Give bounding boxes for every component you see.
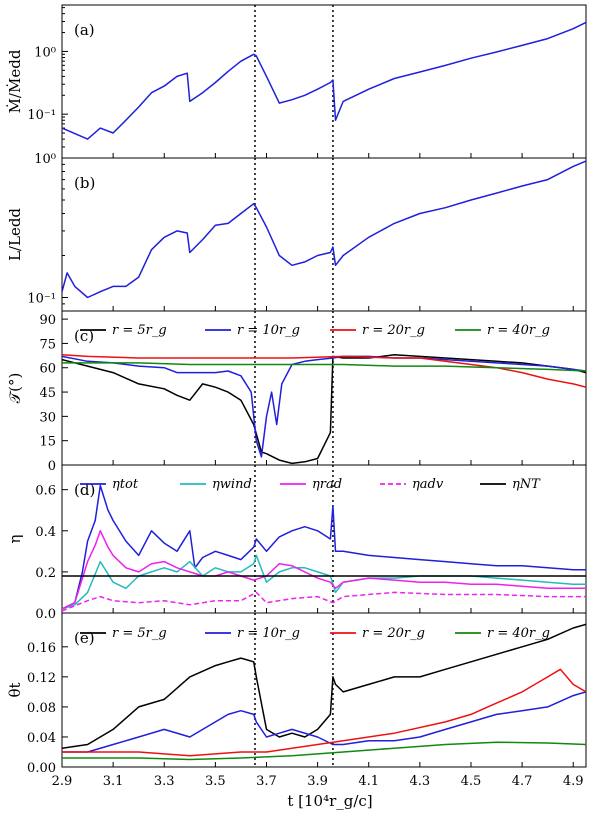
series-line-r-10r-g <box>62 355 586 458</box>
series-group <box>62 21 586 140</box>
y-axis-label: θt <box>6 682 24 697</box>
panel-b: 10⁻¹ 10⁰ (b) L/Ledd <box>6 152 587 312</box>
panel-frame <box>61 612 587 768</box>
y-tick-label: 0.6 <box>35 484 56 499</box>
legend-label: ηrad <box>312 477 342 492</box>
y-tick-label: 30 <box>39 410 56 425</box>
legend-label: r = 20r_g <box>362 626 425 641</box>
y-tick-label: 90 <box>39 313 56 328</box>
legend-label: r = 10r_g <box>237 626 300 641</box>
y-tick-label: 10⁻¹ <box>27 108 56 123</box>
series-line-r-20r-g <box>62 668 586 757</box>
series-line-0 <box>62 21 586 140</box>
y-tick-label: 0.08 <box>27 701 56 716</box>
y-tick-label: 0.16 <box>27 641 56 656</box>
x-tick-label: 4.3 <box>410 774 431 789</box>
series-group <box>62 623 586 761</box>
panel-frame <box>61 4 587 159</box>
y-tick-label: 0.2 <box>35 566 56 581</box>
y-tick-label: 10⁻¹ <box>27 291 56 306</box>
y-tick-label: 10⁰ <box>34 152 56 167</box>
x-tick-label: 3.5 <box>205 774 226 789</box>
legend-label: ηNT <box>512 477 541 492</box>
y-axis-label: 𝒯(°) <box>6 373 24 404</box>
x-tick-label: 2.9 <box>52 774 73 789</box>
x-tick-label: 3.9 <box>307 774 328 789</box>
y-tick-label: 0.4 <box>35 525 56 540</box>
series-line-r-5r-g <box>62 354 586 465</box>
y-axis-label: Ṁ/Ṁedd <box>6 49 24 113</box>
y-tick-label: 45 <box>39 386 56 401</box>
y-axis-label: η <box>6 535 24 544</box>
panel-label: (e) <box>74 629 95 647</box>
series-line-r-40r-g <box>62 362 586 372</box>
legend-label: r = 10r_g <box>237 323 300 338</box>
series-line-r-10r-g <box>62 691 586 753</box>
panel-label: (a) <box>74 21 95 39</box>
panel-c: 0 15 30 45 60 75 90 (c) 𝒯(°) r = 5r_g r = 10r_g r =… <box>6 310 587 474</box>
panel-label: (b) <box>74 174 95 192</box>
panel-e: 0.00 0.04 0.08 0.12 0.16 (e) θt r = 5r_g r = 10r… <box>6 612 587 789</box>
legend-label: r = 5r_g <box>112 323 167 338</box>
panel-d: 0.0 0.2 0.4 0.6 (d) η ηtot ηwind ηrad ηadv ηNT <box>6 464 587 622</box>
series-line-r-20r-g <box>62 354 586 388</box>
y-tick-label: 10⁰ <box>34 45 56 60</box>
x-tick-label: 4.5 <box>461 774 482 789</box>
series-line-r-5r-g <box>62 623 586 749</box>
series-group <box>62 484 586 612</box>
series-group <box>62 354 586 465</box>
y-tick-label: 0.0 <box>35 607 56 622</box>
x-tick-label: 4.1 <box>358 774 379 789</box>
legend-label: r = 20r_g <box>362 323 425 338</box>
panel-label: (d) <box>74 481 95 499</box>
y-tick-label: 0.04 <box>27 731 56 746</box>
x-tick-label: 3.7 <box>256 774 277 789</box>
x-tick-label: 4.7 <box>512 774 533 789</box>
y-tick-label: 15 <box>39 435 56 450</box>
series-line--tot <box>62 484 586 610</box>
series-line-0 <box>62 160 586 299</box>
legend-label: ηadv <box>412 477 444 492</box>
series-line-r-40r-g <box>62 741 586 761</box>
x-tick-label: 3.3 <box>154 774 175 789</box>
y-tick-label: 0.12 <box>27 671 56 686</box>
y-tick-label: 0.00 <box>27 761 56 776</box>
x-tick-label: 3.1 <box>103 774 124 789</box>
series-line--adv <box>62 591 586 612</box>
panel-frame <box>61 157 587 312</box>
y-axis-label: L/Ledd <box>6 208 24 261</box>
legend-label: r = 40r_g <box>487 626 550 641</box>
y-tick-label: 60 <box>39 362 56 377</box>
x-tick-label: 4.9 <box>563 774 584 789</box>
series-group <box>62 160 586 299</box>
panel-label: (c) <box>74 327 94 345</box>
y-tick-label: 75 <box>39 337 56 352</box>
legend-label: r = 40r_g <box>487 323 550 338</box>
panel-a: 10⁻¹ 10⁰ (a) Ṁ/Ṁedd <box>6 4 587 159</box>
y-tick-label: 0 <box>48 459 56 474</box>
series-line--wind <box>62 554 586 610</box>
legend-label: ηwind <box>212 477 252 492</box>
x-axis-label: t [10⁴r_g/c] <box>287 792 372 810</box>
series-line--rad <box>62 530 586 610</box>
legend-label: r = 5r_g <box>112 626 167 641</box>
legend-label: ηtot <box>112 477 139 492</box>
